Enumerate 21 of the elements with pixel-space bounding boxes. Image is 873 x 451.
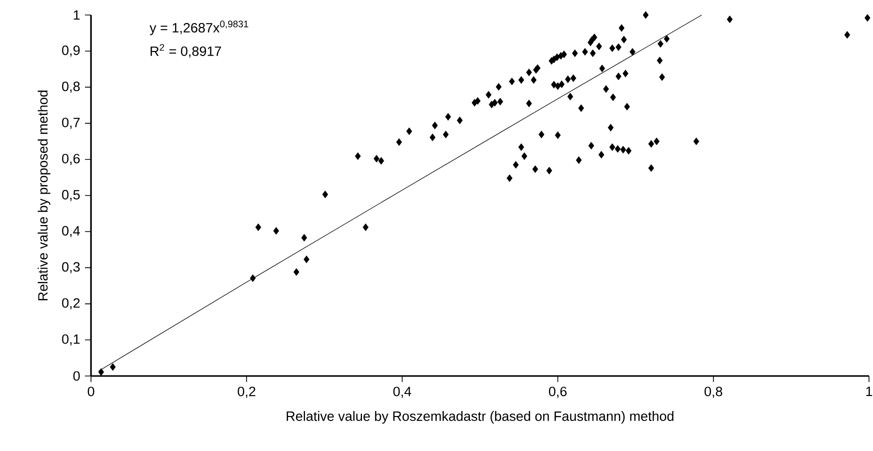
y-tick-label: 1 [74,10,80,20]
x-axis-title: Relative value by Roszemkadastr (based on Faustmann) method [286,411,674,424]
y-tick-label: 0,9 [62,46,80,57]
x-tick-label: 0 [88,386,94,396]
annotation: R$^{2}$ = 0,8917 [150,44,222,58]
y-tick-label: 0 [73,371,80,381]
annotation: y = 1,2687x$^{0,9831}$ [150,20,248,36]
x-tick-label: 1 [866,386,872,396]
y-tick-label: 0,5 [62,190,80,202]
x-tick-label: 0,4 [393,386,412,398]
y-tick-label: 0,7 [62,118,80,129]
x-tick-label: 0,8 [704,386,722,398]
y-tick-label: 0,2 [62,298,80,310]
y-tick-label: 0,3 [62,262,80,274]
y-tick-label: 0,4 [62,226,80,238]
x-tick-label: 0,6 [548,386,567,398]
y-axis-title: Relative value by proposed method [38,90,50,300]
y-tick-label: 0,1 [62,334,80,346]
x-tick-label: 0,2 [238,386,256,398]
y-tick-label: 0,8 [62,82,80,93]
y-tick-label: 0,6 [62,154,80,165]
